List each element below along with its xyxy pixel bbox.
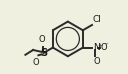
Text: O: O	[38, 35, 45, 44]
Text: O: O	[94, 57, 101, 66]
Text: +: +	[97, 43, 103, 48]
Text: N: N	[93, 43, 100, 52]
Text: O: O	[32, 58, 39, 67]
Text: ⁻: ⁻	[104, 43, 108, 49]
Text: O: O	[100, 43, 107, 52]
Text: S: S	[40, 48, 47, 58]
Text: Cl: Cl	[93, 15, 101, 24]
